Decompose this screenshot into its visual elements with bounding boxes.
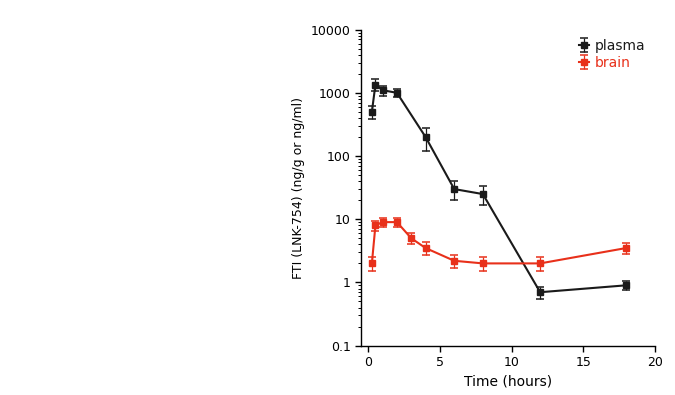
- Y-axis label: FTI (LNK-754) (ng/g or ng/ml): FTI (LNK-754) (ng/g or ng/ml): [292, 97, 305, 278]
- Legend: plasma, brain: plasma, brain: [576, 37, 648, 73]
- X-axis label: Time (hours): Time (hours): [464, 374, 552, 389]
